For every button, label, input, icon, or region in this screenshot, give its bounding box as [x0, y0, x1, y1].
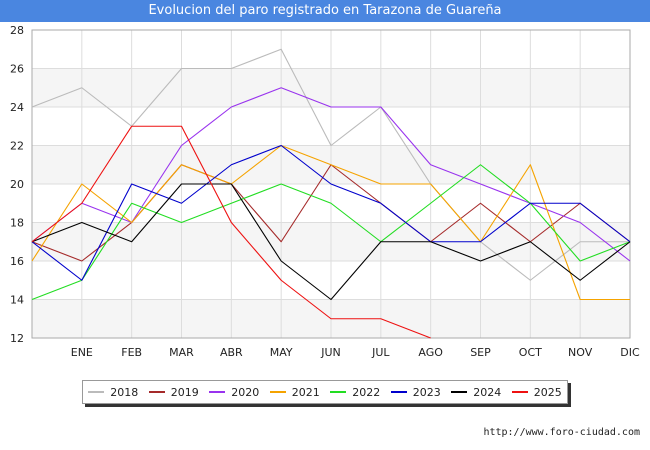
legend-label: 2023: [412, 385, 441, 399]
x-tick-label: ENE: [71, 346, 93, 359]
series-line-2025: [31, 125, 431, 339]
x-tick-label: MAY: [270, 346, 293, 359]
y-tick-label: 18: [10, 217, 24, 230]
x-tick-label: FEB: [121, 346, 142, 359]
legend-swatch: [511, 391, 528, 393]
y-tick-label: 20: [10, 178, 24, 191]
legend-swatch: [88, 391, 105, 393]
legend-item-2025: 2025: [511, 385, 562, 399]
legend-swatch: [390, 391, 407, 393]
legend-label: 2020: [231, 385, 260, 399]
series-line-2021: [31, 144, 630, 301]
legend-item-2019: 2019: [148, 385, 199, 399]
x-tick-label: MAR: [169, 346, 194, 359]
legend-swatch: [148, 391, 165, 393]
source-credit: http://www.foro-ciudad.com: [483, 427, 640, 438]
legend-label: 2018: [110, 385, 139, 399]
x-tick-label: ABR: [220, 346, 243, 359]
x-tick-label: SEP: [470, 346, 491, 359]
x-tick-label: OCT: [519, 346, 542, 359]
y-tick-label: 26: [10, 63, 24, 76]
legend-item-2018: 2018: [88, 386, 138, 399]
legend-item-2022: 2022: [330, 386, 380, 399]
legend-swatch: [269, 391, 286, 393]
series-line-2023: [31, 144, 631, 281]
y-tick-label: 16: [10, 255, 24, 268]
legend-label: 2019: [170, 385, 199, 399]
legend-label: 2022: [352, 385, 381, 399]
x-tick-label: JUN: [320, 346, 341, 359]
chart-title: Evolucion del paro registrado en Tarazon…: [0, 0, 650, 22]
x-tick-label: DIC: [620, 346, 640, 359]
y-tick-label: 24: [10, 101, 24, 114]
legend-label: 2024: [473, 385, 502, 399]
x-tick-label: JUL: [371, 346, 390, 359]
chart-legend: 2018 2019 2020 2021 2022 2023 2024 2025: [82, 380, 568, 404]
y-tick-label: 14: [10, 294, 24, 307]
y-tick-label: 28: [10, 24, 24, 37]
legend-item-2024: 2024: [451, 386, 501, 399]
legend-label: 2021: [291, 385, 320, 399]
legend-swatch: [451, 391, 468, 393]
plot-border: [31, 29, 631, 339]
legend-item-2020: 2020: [209, 386, 259, 399]
series-line-2024: [31, 183, 631, 301]
legend-swatch: [330, 391, 347, 393]
legend-item-2021: 2021: [269, 385, 320, 399]
y-tick-label: 22: [10, 140, 24, 153]
legend-swatch: [209, 391, 226, 393]
x-tick-label: NOV: [568, 346, 593, 359]
legend-item-2023: 2023: [390, 385, 441, 399]
legend-label: 2025: [533, 385, 562, 399]
y-tick-label: 12: [10, 332, 24, 345]
x-tick-label: AGO: [418, 346, 443, 359]
